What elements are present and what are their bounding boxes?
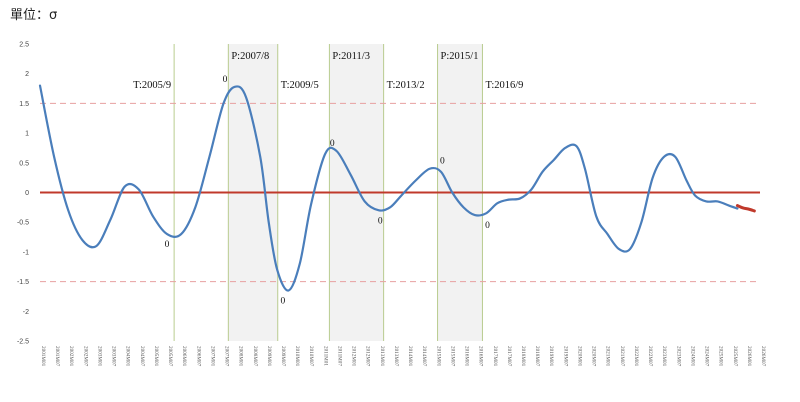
x-tick-label: 2025M01 [718,346,724,367]
x-tick-label: 2009M07 [280,346,286,367]
x-tick-label: 2023M07 [675,346,681,367]
series-line-0 [38,84,739,292]
y-tick-label: -1 [23,249,29,256]
x-tick-label: 2007M07 [224,346,230,367]
x-tick-label: 2021M07 [619,346,625,367]
point-label: 0 [165,240,170,250]
x-tick-label: 2018M07 [534,346,540,367]
x-tick-label: 2023M01 [661,346,667,367]
x-tick-label: 2001M01 [40,346,46,367]
x-tick-label: 2021M01 [605,346,611,367]
y-tick-label: 1 [25,131,29,138]
turning-point-label: P:2011/3 [332,51,370,62]
x-tick-label: 2026M01 [746,346,752,367]
x-tick-label: 2009M01 [266,346,272,367]
series-line-1 [735,204,756,213]
x-tick-label: 2004M01 [125,346,131,367]
x-tick-label: 2011M01 [322,346,328,366]
x-tick-label: 2019M07 [562,346,568,367]
turning-point-label: P:2007/8 [231,51,269,62]
x-tick-label: 2013M01 [379,346,385,367]
x-tick-label: 2016M01 [464,346,470,367]
unit-label: 單位：σ [10,8,58,23]
x-tick-label: 2006M01 [181,346,187,367]
turning-point-label: T:2013/2 [387,80,425,91]
x-tick-label: 2008M01 [238,346,244,367]
x-tick-label: 2015M07 [449,346,455,367]
y-tick-label: -1.5 [17,279,29,286]
point-label: 0 [223,75,228,85]
x-tick-label: 2022M01 [633,346,639,367]
point-label: 0 [378,216,383,226]
x-tick-label: 2010M01 [294,346,300,367]
turning-point-label: T:2016/9 [485,80,523,91]
turning-point-label: T:2005/9 [133,80,171,91]
x-tick-label: 2012M01 [351,346,357,367]
x-tick-label: 2014M01 [407,346,413,367]
point-label: 0 [280,297,285,307]
y-tick-label: 2 [25,71,29,78]
x-tick-label: 2007M01 [209,346,215,367]
x-tick-label: 2017M07 [506,346,512,367]
point-label: 0 [330,139,335,149]
x-tick-label: 2020M07 [591,346,597,367]
x-tick-label: 2013M07 [393,346,399,367]
x-tick-label: 2024M07 [704,346,710,367]
x-tick-label: 2001M07 [54,346,60,367]
y-tick-label: -2 [23,309,29,316]
y-tick-label: 0 [25,190,29,197]
x-tick-label: 2006M07 [195,346,201,367]
x-tick-label: 2003M07 [111,346,117,367]
x-tick-label: 2004M07 [139,346,145,367]
point-label: 0 [485,221,490,231]
x-tick-label: 2010M07 [308,346,314,367]
y-tick-label: 2.5 [19,42,29,49]
x-tick-label: 2018M01 [520,346,526,367]
x-tick-label: 2025M07 [732,346,738,367]
x-tick-label: 2002M07 [82,346,88,367]
x-tick-label: 2020M01 [576,346,582,367]
x-tick-label: 2022M07 [647,346,653,367]
x-tick-label: 2024M01 [689,346,695,367]
x-tick-label: 2012M07 [365,346,371,367]
turning-point-label: T:2009/5 [281,80,319,91]
x-tick-label: 2011M07 [336,346,342,366]
x-tick-label: 2002M01 [68,346,74,367]
x-tick-label: 2026M07 [760,346,766,367]
turning-point-label: P:2015/1 [441,51,479,62]
x-tick-label: 2005M01 [153,346,159,367]
x-tick-label: 2015M01 [435,346,441,367]
y-tick-label: -0.5 [17,220,29,227]
point-label: 0 [440,157,445,167]
x-tick-label: 2003M01 [96,346,102,367]
x-tick-label: 2016M07 [478,346,484,367]
y-tick-label: 1.5 [19,101,29,108]
y-tick-label: 0.5 [19,160,29,167]
x-tick-label: 2008M07 [252,346,258,367]
y-tick-label: -2.5 [17,339,29,346]
x-tick-label: 2005M07 [167,346,173,367]
x-tick-label: 2017M01 [492,346,498,367]
x-tick-label: 2014M07 [421,346,427,367]
x-tick-label: 2019M01 [548,346,554,367]
